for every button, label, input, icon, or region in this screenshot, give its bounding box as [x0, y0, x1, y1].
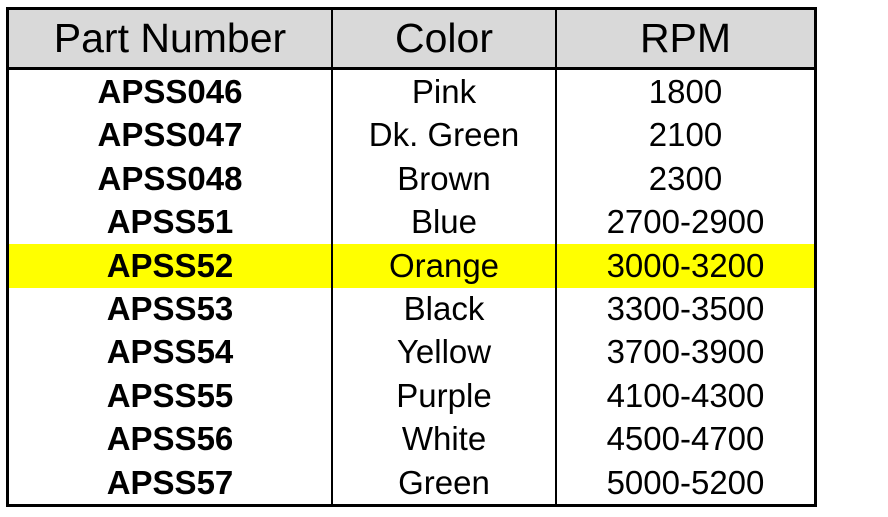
cell-rpm: 4100-4300 — [606, 376, 765, 414]
cell-color: Green — [333, 460, 557, 505]
cell-color: Pink — [333, 70, 557, 114]
header-part-number: Part Number — [9, 10, 333, 67]
cell-color: Dk. Green — [333, 113, 557, 158]
table-row: APSS51 Blue 2700-2900 — [9, 200, 814, 245]
cell-part-number: APSS56 — [9, 417, 333, 462]
table-row-highlighted: APSS52 Orange 3000-3200 — [9, 243, 814, 288]
cell-rpm: 4500-4700 — [606, 420, 765, 458]
cell-color: Black — [333, 287, 557, 331]
cell-rpm: 3000-3200 — [606, 246, 765, 284]
cell-color: White — [333, 417, 557, 462]
table-row: APSS047 Dk. Green 2100 — [9, 113, 814, 158]
cell-part-number: APSS53 — [9, 287, 333, 331]
table-row: APSS57 Green 5000-5200 — [9, 460, 814, 505]
table-row: APSS54 Yellow 3700-3900 — [9, 330, 814, 375]
cell-rpm: 2300 — [648, 159, 723, 197]
cell-rpm: 2700-2900 — [606, 203, 765, 241]
cell-rpm: 3300-3500 — [606, 290, 765, 327]
cell-rpm: 2100 — [648, 116, 723, 154]
table-row: APSS53 Black 3300-3500 — [9, 287, 814, 331]
cell-part-number: APSS52 — [9, 243, 333, 288]
header-rpm: RPM — [639, 15, 732, 61]
cell-color: Orange — [333, 243, 557, 288]
cell-part-number: APSS048 — [9, 156, 333, 201]
cell-rpm: 3700-3900 — [606, 333, 765, 371]
cell-part-number: APSS55 — [9, 373, 333, 418]
cell-part-number: APSS54 — [9, 330, 333, 375]
cell-color: Blue — [333, 200, 557, 245]
table-header: Part Number Color RPM — [9, 10, 814, 70]
cell-color: Brown — [333, 156, 557, 201]
cell-part-number: APSS51 — [9, 200, 333, 245]
cell-rpm: 1800 — [648, 73, 723, 110]
table-row: APSS56 White 4500-4700 — [9, 417, 814, 462]
table-row: APSS048 Brown 2300 — [9, 156, 814, 201]
table-row: APSS046 Pink 1800 — [9, 70, 814, 114]
cell-part-number: APSS047 — [9, 113, 333, 158]
cell-part-number: APSS046 — [9, 70, 333, 114]
header-color: Color — [333, 10, 557, 67]
cell-color: Purple — [333, 373, 557, 418]
parts-table: Part Number Color RPM APSS046 Pink 1800 APS… — [6, 7, 817, 507]
cell-color: Yellow — [333, 330, 557, 375]
cell-part-number: APSS57 — [9, 460, 333, 505]
table-row: APSS55 Purple 4100-4300 — [9, 373, 814, 418]
cell-rpm: 5000-5200 — [606, 463, 765, 501]
